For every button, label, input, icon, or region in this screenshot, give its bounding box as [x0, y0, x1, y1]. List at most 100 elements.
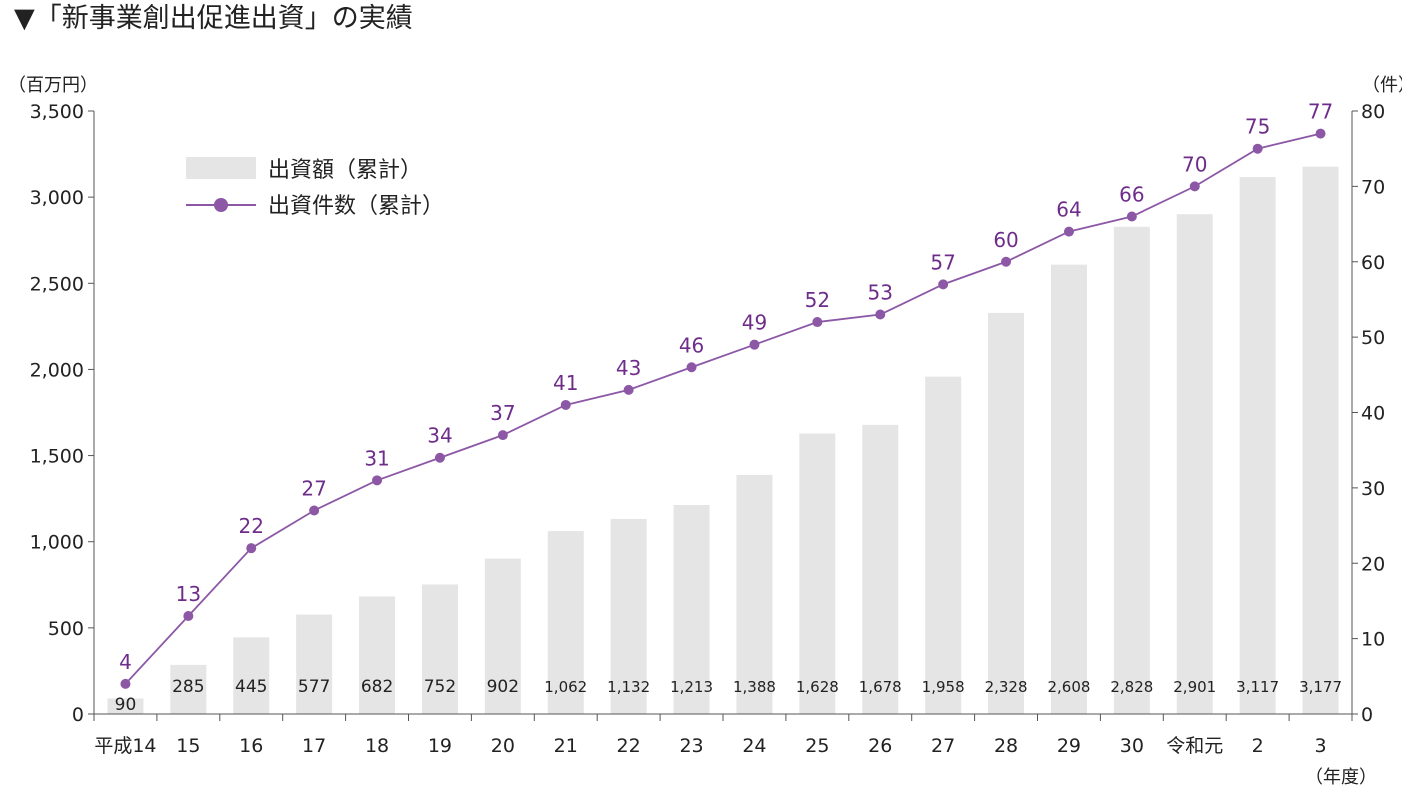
- line-point: [686, 362, 697, 373]
- bar-data-label: 3,117: [1236, 678, 1279, 696]
- bar: [484, 558, 521, 714]
- bar: [107, 698, 144, 714]
- line-point: [120, 678, 131, 689]
- bar: [862, 424, 899, 714]
- line-data-label: 43: [616, 356, 641, 380]
- bar: [421, 584, 458, 714]
- y-right-tick-label: 70: [1361, 176, 1385, 198]
- bar-data-label: 2,828: [1110, 678, 1153, 696]
- line-point: [749, 339, 760, 350]
- y-left-tick-label: 1,000: [30, 532, 84, 554]
- bar-data-label: 2,901: [1173, 678, 1216, 696]
- bar: [1239, 176, 1276, 715]
- line-data-label: 49: [742, 311, 767, 335]
- bar-data-label: 3,177: [1299, 678, 1342, 696]
- x-tick-label: 23: [679, 735, 703, 757]
- y-left-tick-label: 500: [48, 618, 84, 640]
- line-point: [938, 279, 949, 290]
- bar: [1050, 264, 1087, 714]
- legend-bar-swatch: [186, 157, 256, 179]
- bar-data-label: 752: [424, 677, 456, 697]
- bar: [925, 376, 962, 714]
- line-data-label: 37: [490, 401, 515, 425]
- x-tick-label: 17: [302, 735, 326, 757]
- line-data-label: 52: [805, 288, 830, 312]
- y-right-tick-label: 10: [1361, 629, 1385, 651]
- line-point: [623, 384, 634, 395]
- line-data-label: 53: [868, 281, 893, 305]
- x-tick-label: 19: [428, 735, 452, 757]
- bar-data-label: 2,608: [1047, 678, 1090, 696]
- y-right-tick-label: 40: [1361, 403, 1385, 425]
- y-left-unit: （百万円）: [8, 75, 98, 96]
- y-left-tick-label: 3,000: [30, 187, 84, 209]
- line-point: [1063, 226, 1074, 237]
- line-point: [183, 611, 194, 622]
- bar-data-label: 577: [298, 677, 330, 697]
- x-tick-label: 15: [176, 735, 200, 757]
- bar: [359, 596, 396, 714]
- line-point: [1001, 256, 1012, 267]
- bar: [170, 664, 207, 714]
- line-point: [497, 430, 508, 441]
- bar: [1176, 214, 1213, 714]
- y-left-tick-label: 3,500: [30, 101, 84, 123]
- line-data-label: 13: [176, 582, 201, 606]
- y-left-tick-label: 2,500: [30, 273, 84, 295]
- bar: [799, 433, 836, 714]
- line-data-label: 41: [553, 371, 578, 395]
- x-tick-label: 16: [239, 735, 263, 757]
- line-data-label: 27: [301, 476, 326, 500]
- bar: [296, 614, 333, 714]
- bar: [547, 531, 584, 714]
- bar-data-label: 2,328: [985, 678, 1028, 696]
- x-tick-label: 30: [1120, 735, 1144, 757]
- bar: [233, 637, 270, 714]
- x-tick-label: 24: [742, 735, 766, 757]
- x-tick-label: 21: [554, 735, 578, 757]
- legend-line-marker: [214, 198, 228, 212]
- x-tick-label: 22: [617, 735, 641, 757]
- line-point: [1252, 143, 1263, 154]
- line-point: [309, 505, 320, 516]
- y-right-tick-label: 30: [1361, 478, 1385, 500]
- bar-data-label: 285: [172, 677, 204, 697]
- line-data-label: 31: [364, 446, 389, 470]
- line-data-label: 46: [679, 333, 704, 357]
- y-right-tick-label: 50: [1361, 327, 1385, 349]
- x-unit: （年度）: [1305, 767, 1377, 788]
- y-right-tick-label: 80: [1361, 101, 1385, 123]
- x-tick-label: 3: [1315, 735, 1327, 757]
- line-data-label: 34: [427, 424, 452, 448]
- y-left-tick-label: 2,000: [30, 359, 84, 381]
- bar: [736, 474, 773, 714]
- y-right-tick-label: 60: [1361, 252, 1385, 274]
- bar-data-label: 1,388: [733, 678, 776, 696]
- y-right-tick-label: 20: [1361, 553, 1385, 575]
- line-point: [1126, 211, 1137, 222]
- bar-data-label: 90: [115, 695, 137, 715]
- line-data-label: 77: [1308, 100, 1333, 124]
- line-data-label: 22: [239, 514, 264, 538]
- bar-data-label: 1,958: [922, 678, 965, 696]
- y-left-tick-label: 0: [72, 704, 84, 726]
- bar: [1113, 226, 1150, 714]
- series-line: [124, 132, 1321, 685]
- bar-data-label: 902: [487, 677, 519, 697]
- bar: [673, 505, 710, 714]
- x-tick-label: 29: [1057, 735, 1081, 757]
- y-right-tick-label: 0: [1361, 704, 1373, 726]
- line-data-label: 60: [993, 228, 1018, 252]
- line-point: [246, 543, 257, 554]
- bar-data-label: 445: [235, 677, 267, 697]
- chart-title: ▼「新事業創出促進出資」の実績: [14, 3, 413, 34]
- bar: [1302, 166, 1339, 714]
- bar-data-label: 682: [361, 677, 393, 697]
- x-tick-label: 2: [1252, 735, 1264, 757]
- y-left-tick-label: 1,500: [30, 446, 84, 468]
- x-tick-label: 令和元: [1166, 735, 1223, 757]
- bar: [610, 518, 647, 714]
- line-data-label: 57: [930, 250, 955, 274]
- bar-data-label: 1,132: [607, 678, 650, 696]
